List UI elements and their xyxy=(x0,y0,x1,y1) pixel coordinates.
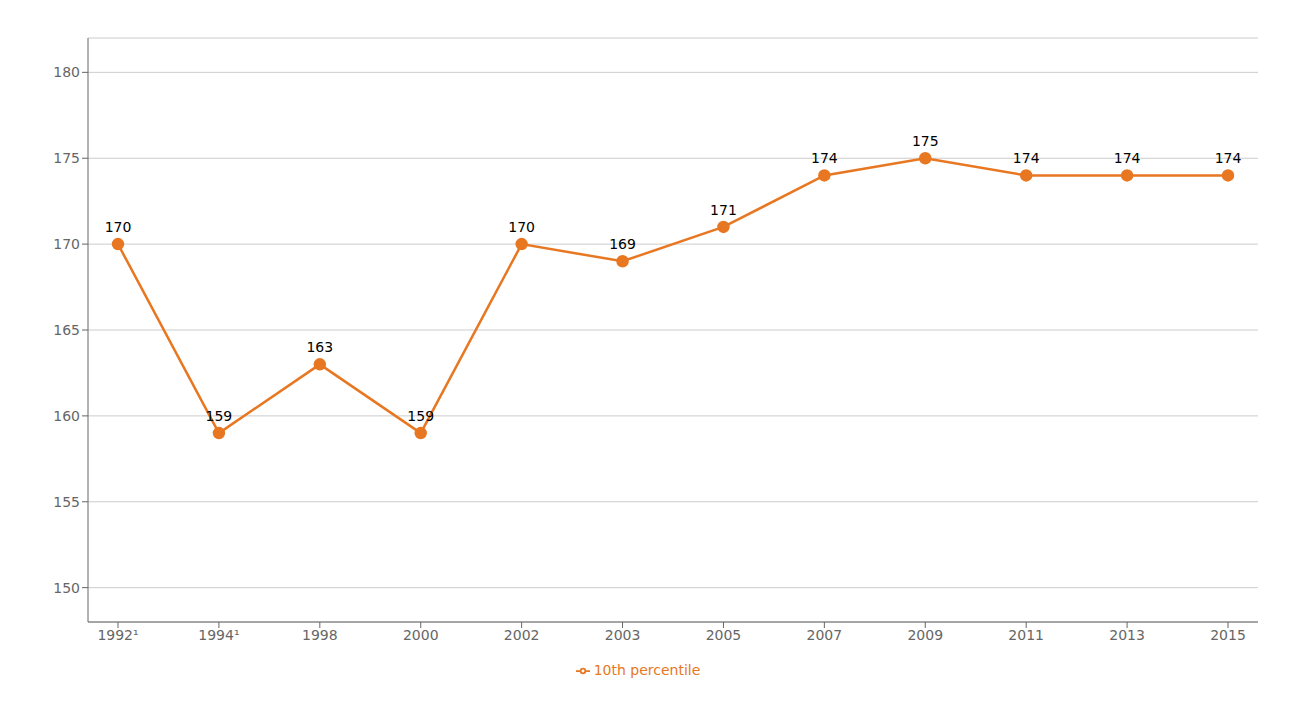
html-text:10th percentile: 10th percentile xyxy=(593,662,701,678)
svg-text:160: 160 xyxy=(53,408,80,424)
svg-text:174: 174 xyxy=(1114,150,1141,166)
svg-text:2015: 2015 xyxy=(1210,627,1246,643)
svg-text:2005: 2005 xyxy=(706,627,742,643)
svg-text:2013: 2013 xyxy=(1109,627,1145,643)
svg-text:2002: 2002 xyxy=(504,627,540,643)
svg-text:1994¹: 1994¹ xyxy=(198,627,239,643)
svg-text:170: 170 xyxy=(105,219,132,235)
svg-text:159: 159 xyxy=(407,408,434,424)
svg-text:175: 175 xyxy=(912,133,939,149)
svg-text:2000: 2000 xyxy=(403,627,439,643)
svg-text:2009: 2009 xyxy=(907,627,943,643)
svg-text:174: 174 xyxy=(1013,150,1040,166)
svg-text:1992¹: 1992¹ xyxy=(97,627,138,643)
svg-text:175: 175 xyxy=(53,150,80,166)
svg-text:2007: 2007 xyxy=(807,627,843,643)
svg-text:1998: 1998 xyxy=(302,627,338,643)
svg-text:169: 169 xyxy=(609,236,636,252)
svg-text:159: 159 xyxy=(206,408,233,424)
svg-text:155: 155 xyxy=(53,494,80,510)
svg-text:170: 170 xyxy=(508,219,535,235)
svg-text:170: 170 xyxy=(53,236,80,252)
svg-text:174: 174 xyxy=(811,150,838,166)
svg-text:2011: 2011 xyxy=(1008,627,1044,643)
svg-text:180: 180 xyxy=(53,64,80,80)
svg-text:150: 150 xyxy=(53,580,80,596)
svg-text:174: 174 xyxy=(1215,150,1242,166)
svg-text:163: 163 xyxy=(306,339,333,355)
svg-text:171: 171 xyxy=(710,202,737,218)
svg-text:165: 165 xyxy=(53,322,80,338)
svg-text:2003: 2003 xyxy=(605,627,641,643)
